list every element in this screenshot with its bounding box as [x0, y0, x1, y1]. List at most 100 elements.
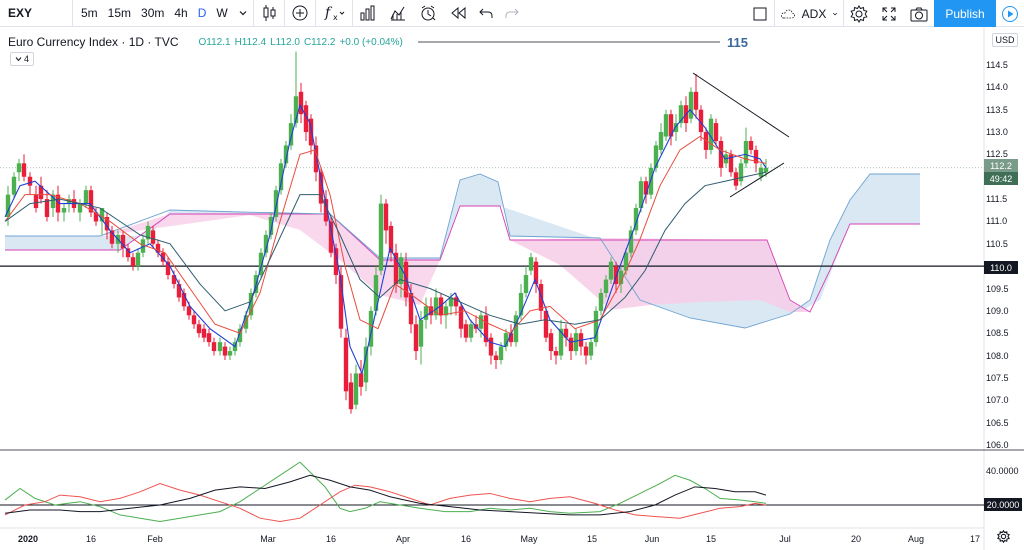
candle-down: [508, 333, 514, 343]
interval-15m[interactable]: 15m: [107, 6, 132, 20]
candle-up: [598, 292, 604, 311]
candle-up: [608, 261, 614, 280]
candle-up: [263, 234, 269, 253]
chevron-down-icon[interactable]: [233, 0, 253, 27]
interval-1d[interactable]: D: [197, 6, 207, 20]
toolbar-divider: [252, 0, 254, 27]
interval-5m[interactable]: 5m: [81, 6, 98, 20]
candle-up: [353, 373, 359, 405]
medium-moving-average: [4, 135, 767, 334]
candle-down: [155, 243, 161, 253]
candle-up: [588, 342, 594, 356]
candle-down: [693, 91, 699, 110]
candle-up: [623, 252, 629, 271]
legend-close: C112.2: [303, 36, 336, 48]
layout-icon[interactable]: [746, 0, 774, 27]
candle-up: [5, 194, 11, 217]
candle-down: [303, 105, 309, 133]
candle-up: [268, 216, 274, 235]
candle-down: [206, 333, 212, 343]
chart-layer: [0, 27, 1024, 550]
candle-up: [423, 306, 429, 320]
candle-down: [338, 275, 344, 329]
symbol-search[interactable]: EXY: [8, 6, 33, 20]
fullscreen-icon[interactable]: [874, 0, 904, 27]
candle-down: [463, 324, 469, 338]
candle-down: [343, 337, 349, 392]
interval-30m[interactable]: 30m: [141, 6, 165, 20]
toolbar-right: ADX Publish: [746, 0, 1024, 27]
toolbar-divider: [351, 0, 353, 27]
candle-down: [753, 149, 759, 164]
candle-up: [418, 319, 424, 347]
candle-down: [393, 252, 399, 285]
candle-up: [378, 203, 384, 271]
redo-icon[interactable]: [499, 0, 525, 27]
candle-up: [363, 346, 369, 383]
play-icon[interactable]: [996, 0, 1024, 27]
cloud-span-a: [5, 173, 920, 329]
candle-up: [688, 91, 694, 119]
price-tick: 108.0: [986, 350, 1009, 361]
candle-up: [633, 208, 639, 231]
time-tick: Apr: [395, 534, 411, 544]
candle-up: [603, 279, 609, 293]
candle-up: [653, 145, 659, 168]
candle-up: [77, 203, 83, 213]
interval-4h[interactable]: 4h: [174, 6, 188, 20]
candle-down: [328, 221, 334, 253]
candle-up: [16, 163, 22, 173]
price-tick: 109.0: [986, 305, 1009, 316]
undo-icon[interactable]: [473, 0, 499, 27]
candle-down: [38, 185, 44, 200]
candle-up: [283, 145, 289, 164]
candle-up: [448, 297, 454, 307]
indicator-count: 4: [23, 54, 29, 64]
chevron-down-icon[interactable]: [827, 0, 843, 27]
cloud-icon[interactable]: [775, 0, 801, 27]
alert-icon[interactable]: [413, 0, 443, 27]
trendline-upper: [692, 72, 790, 138]
camera-icon[interactable]: [904, 0, 934, 27]
time-tick: 15: [705, 534, 717, 544]
add-compare-icon[interactable]: [285, 0, 315, 27]
candle-down: [33, 194, 39, 209]
gear-icon[interactable]: [997, 529, 1010, 546]
currency-button[interactable]: USD: [992, 33, 1018, 47]
candles-icon[interactable]: [254, 0, 284, 27]
candle-up: [673, 123, 679, 133]
toolbar-divider: [774, 0, 775, 27]
candle-up: [558, 328, 564, 356]
current-price-tag: 112.2: [984, 159, 1018, 172]
bar-chart-icon[interactable]: [353, 0, 383, 27]
candle-up: [518, 292, 524, 316]
candle-up: [443, 306, 449, 316]
study-template-button[interactable]: ADX: [801, 6, 827, 21]
candle-up: [468, 324, 474, 338]
oscillator-tick: 40.0000: [986, 466, 1019, 476]
interval-1w[interactable]: W: [216, 6, 228, 20]
candle-up: [99, 208, 105, 222]
candle-down: [125, 248, 131, 258]
financials-icon[interactable]: [383, 0, 413, 27]
price-tick: 106.5: [986, 417, 1009, 428]
candle-down: [613, 266, 619, 285]
candle-down: [333, 248, 339, 276]
settings-icon[interactable]: [844, 0, 874, 27]
time-tick: 2020: [17, 534, 39, 544]
candle-up: [368, 310, 374, 347]
publish-button[interactable]: Publish: [934, 0, 996, 27]
candle-up: [758, 167, 764, 177]
candle-up: [523, 275, 529, 293]
indicators-collapse-button[interactable]: 4: [10, 52, 34, 66]
toolbar-divider: [843, 0, 844, 27]
replay-icon[interactable]: [443, 0, 473, 27]
candle-up: [273, 190, 279, 217]
candle-up: [278, 163, 284, 191]
candle-up: [140, 239, 146, 253]
price-tick: 107.5: [986, 372, 1009, 383]
di-minus-line: [4, 483, 767, 523]
candle-up: [11, 176, 17, 195]
